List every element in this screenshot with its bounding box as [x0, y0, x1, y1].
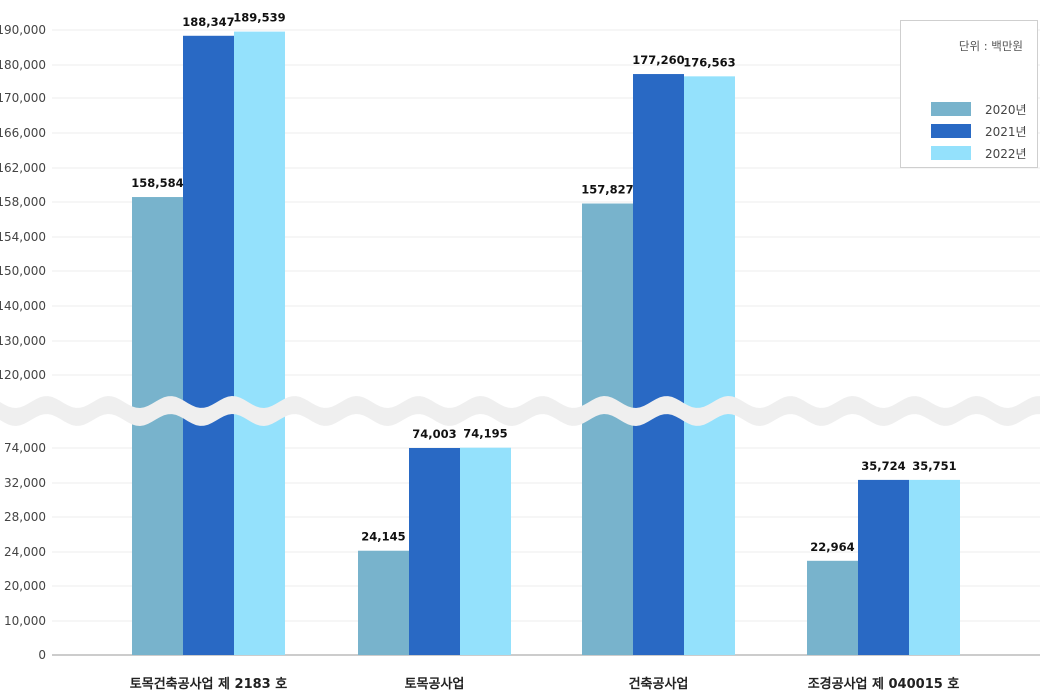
y-tick-label: 32,000 — [4, 476, 46, 490]
data-label: 35,724 — [861, 459, 905, 473]
bar-2020년-1 — [358, 550, 409, 655]
y-tick-label: 20,000 — [4, 579, 46, 593]
y-tick-label: 162,000 — [0, 161, 46, 175]
data-label: 158,584 — [131, 176, 183, 190]
legend-item-2022: 2022년 — [931, 145, 1027, 161]
legend: 단위 : 백만원 2020년 2021년 2022년 — [900, 20, 1038, 168]
x-axis-categories: 토목건축공사업 제 2183 호 토목공사업 건축공사업 조경공사업 제 040015… — [130, 676, 960, 690]
bar-2022년-2 — [684, 76, 735, 655]
y-axis-ticks: 0 10,000 20,000 24,000 28,000 32,000 74,000 120… — [0, 23, 46, 662]
y-tick-label: 28,000 — [4, 510, 46, 524]
bar-2021년-0 — [183, 35, 234, 655]
bar-2020년-3 — [807, 560, 858, 655]
y-tick-label: 74,000 — [4, 441, 46, 455]
y-tick-label: 130,000 — [0, 334, 46, 348]
y-tick-label: 120,000 — [0, 368, 46, 382]
data-label: 189,539 — [233, 11, 285, 25]
data-label: 157,827 — [581, 183, 633, 197]
legend-item-2020: 2020년 — [931, 101, 1027, 117]
y-tick-label: 150,000 — [0, 264, 46, 278]
bar-2021년-2 — [633, 74, 684, 656]
category-label: 건축공사업 — [629, 676, 689, 690]
y-tick-label: 180,000 — [0, 58, 46, 72]
bar-2022년-0 — [234, 31, 285, 655]
y-tick-label: 154,000 — [0, 230, 46, 244]
bar-2022년-3 — [909, 479, 960, 655]
data-label: 74,195 — [463, 427, 507, 441]
data-label: 22,964 — [810, 540, 854, 554]
bar-2021년-3 — [858, 479, 909, 655]
legend-label: 2020년 — [985, 102, 1027, 117]
y-tick-label: 158,000 — [0, 195, 46, 209]
legend-label: 2021년 — [985, 124, 1027, 139]
axis-break-band — [0, 396, 1040, 426]
data-label: 35,751 — [912, 459, 956, 473]
legend-swatch — [931, 102, 971, 116]
legend-label: 2022년 — [985, 146, 1027, 161]
y-tick-label: 140,000 — [0, 299, 46, 313]
data-label: 74,003 — [412, 427, 456, 441]
data-label: 176,563 — [683, 55, 735, 69]
legend-swatch — [931, 146, 971, 160]
bar-2020년-2 — [582, 203, 633, 656]
data-label: 188,347 — [182, 15, 234, 29]
legend-swatch — [931, 124, 971, 138]
unit-label: 단위 : 백만원 — [958, 39, 1023, 53]
category-label: 조경공사업 제 040015 호 — [808, 676, 960, 690]
axis-break — [0, 396, 1040, 426]
data-label: 24,145 — [361, 530, 405, 544]
bar-2020년-0 — [132, 197, 183, 655]
y-tick-label: 0 — [38, 648, 46, 662]
y-tick-label: 166,000 — [0, 126, 46, 140]
bar-2022년-1 — [460, 447, 511, 655]
bars — [132, 31, 960, 656]
bar-2021년-1 — [409, 447, 460, 655]
category-label: 토목건축공사업 제 2183 호 — [130, 676, 287, 690]
y-tick-label: 190,000 — [0, 23, 46, 37]
y-tick-label: 10,000 — [4, 614, 46, 628]
y-tick-label: 24,000 — [4, 545, 46, 559]
y-tick-label: 170,000 — [0, 91, 46, 105]
legend-item-2021: 2021년 — [931, 123, 1027, 139]
data-label: 177,260 — [632, 53, 684, 67]
category-label: 토목공사업 — [405, 676, 465, 690]
data-labels: 158,584 24,145 157,827 22,964 188,347 74,003 1… — [131, 11, 956, 554]
